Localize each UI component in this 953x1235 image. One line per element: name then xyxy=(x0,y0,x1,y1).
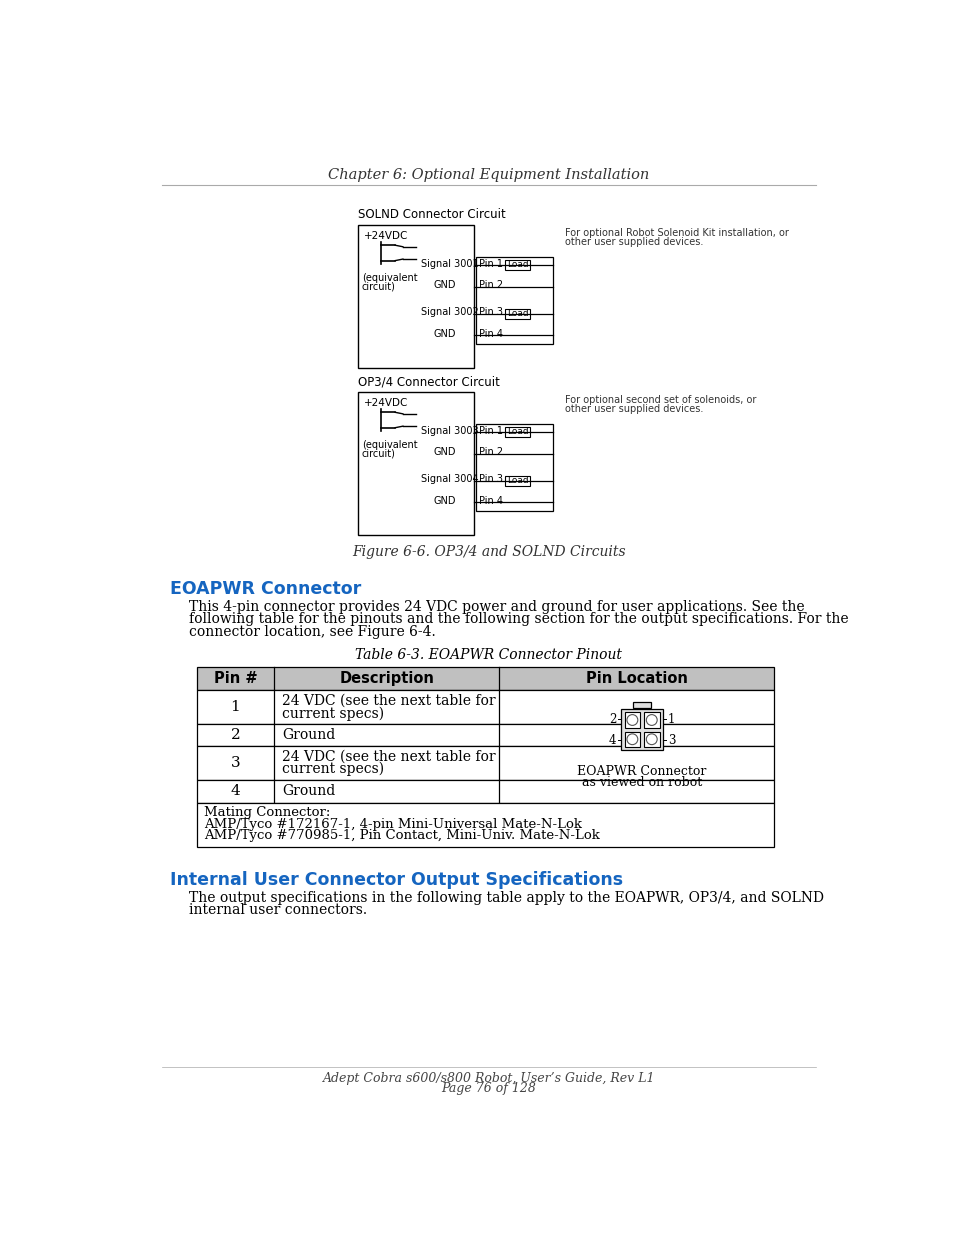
Bar xyxy=(632,703,651,709)
Text: This 4-pin connector provides 24 VDC power and ground for user applications. See: This 4-pin connector provides 24 VDC pow… xyxy=(189,600,803,614)
Bar xyxy=(196,779,773,803)
Text: 3: 3 xyxy=(667,734,675,746)
Bar xyxy=(357,393,474,535)
Text: For optional second set of solenoids, or: For optional second set of solenoids, or xyxy=(564,395,756,405)
Text: Chapter 6: Optional Equipment Installation: Chapter 6: Optional Equipment Installati… xyxy=(328,168,649,182)
Text: Pin #: Pin # xyxy=(213,672,257,687)
Bar xyxy=(624,713,639,727)
Bar xyxy=(505,261,530,270)
Text: Table 6-3. EOAPWR Connector Pinout: Table 6-3. EOAPWR Connector Pinout xyxy=(355,648,621,662)
Text: Ground: Ground xyxy=(282,784,335,798)
Text: circuit): circuit) xyxy=(361,282,395,291)
Text: Pin 1: Pin 1 xyxy=(478,258,502,269)
Text: Pin 2: Pin 2 xyxy=(478,280,502,290)
Text: EOAPWR Connector: EOAPWR Connector xyxy=(170,579,360,598)
Text: other user supplied devices.: other user supplied devices. xyxy=(564,404,702,414)
Text: Ground: Ground xyxy=(282,727,335,742)
Text: following table for the pinouts and the following section for the output specifi: following table for the pinouts and the … xyxy=(189,613,848,626)
Text: EOAPWR Connector: EOAPWR Connector xyxy=(577,764,706,778)
Text: (equivalent: (equivalent xyxy=(361,273,417,283)
Text: current specs): current specs) xyxy=(282,706,384,720)
Text: Internal User Connector Output Specifications: Internal User Connector Output Specifica… xyxy=(170,871,622,889)
Text: 3: 3 xyxy=(231,756,240,769)
Text: Signal 3001: Signal 3001 xyxy=(421,258,478,269)
Text: Load: Load xyxy=(506,475,528,485)
Text: 4: 4 xyxy=(608,734,616,746)
Text: 24 VDC (see the next table for: 24 VDC (see the next table for xyxy=(282,694,496,708)
Text: GND: GND xyxy=(434,447,456,457)
Text: 24 VDC (see the next table for: 24 VDC (see the next table for xyxy=(282,750,496,763)
Text: internal user connectors.: internal user connectors. xyxy=(189,904,367,918)
Text: AMP/Tyco #172167-1, 4-pin Mini-Universal Mate-N-Lok: AMP/Tyco #172167-1, 4-pin Mini-Universal… xyxy=(204,818,582,831)
Bar xyxy=(505,475,530,485)
Text: Signal 3004: Signal 3004 xyxy=(421,474,478,484)
Bar xyxy=(196,724,773,746)
Text: The output specifications in the following table apply to the EOAPWR, OP3/4, and: The output specifications in the followi… xyxy=(189,892,823,905)
Text: Load: Load xyxy=(506,309,528,317)
Bar xyxy=(643,731,659,747)
Text: SOLND Connector Circuit: SOLND Connector Circuit xyxy=(357,209,505,221)
Bar xyxy=(476,424,553,511)
Bar xyxy=(196,667,773,690)
Text: (equivalent: (equivalent xyxy=(361,440,417,450)
Text: GND: GND xyxy=(434,496,456,506)
Text: For optional Robot Solenoid Kit installation, or: For optional Robot Solenoid Kit installa… xyxy=(564,228,788,238)
Text: Adept Cobra s600/s800 Robot, User’s Guide, Rev L1: Adept Cobra s600/s800 Robot, User’s Guid… xyxy=(322,1072,655,1084)
Text: Signal 3003: Signal 3003 xyxy=(421,426,478,436)
Text: 2: 2 xyxy=(608,713,616,726)
Text: Mating Connector:: Mating Connector: xyxy=(204,806,331,819)
Text: OP3/4 Connector Circuit: OP3/4 Connector Circuit xyxy=(357,375,499,389)
Text: 4: 4 xyxy=(231,784,240,798)
Text: connector location, see Figure 6-4.: connector location, see Figure 6-4. xyxy=(189,625,436,638)
Text: current specs): current specs) xyxy=(282,762,384,776)
Text: Figure 6-6. OP3/4 and SOLND Circuits: Figure 6-6. OP3/4 and SOLND Circuits xyxy=(352,545,625,558)
Text: Signal 3002: Signal 3002 xyxy=(421,308,478,317)
Bar xyxy=(196,746,773,779)
Bar xyxy=(624,731,639,747)
Text: 1: 1 xyxy=(667,713,675,726)
Bar xyxy=(643,713,659,727)
Bar xyxy=(620,709,662,751)
Bar xyxy=(196,690,773,724)
Bar xyxy=(476,257,553,343)
Bar xyxy=(357,225,474,368)
Bar xyxy=(196,803,773,847)
Text: Load: Load xyxy=(506,261,528,269)
Text: as viewed on robot: as viewed on robot xyxy=(581,777,701,789)
Bar xyxy=(505,309,530,319)
Text: 1: 1 xyxy=(231,700,240,714)
Text: GND: GND xyxy=(434,329,456,338)
Text: 2: 2 xyxy=(231,727,240,742)
Text: +24VDC: +24VDC xyxy=(364,398,408,408)
Text: Pin 1: Pin 1 xyxy=(478,426,502,436)
Text: Pin 2: Pin 2 xyxy=(478,447,502,457)
Text: +24VDC: +24VDC xyxy=(364,231,408,241)
Text: GND: GND xyxy=(434,280,456,290)
Text: Pin 4: Pin 4 xyxy=(478,329,502,338)
Text: circuit): circuit) xyxy=(361,448,395,458)
Text: Pin 3: Pin 3 xyxy=(478,474,502,484)
Text: Description: Description xyxy=(339,672,434,687)
Text: other user supplied devices.: other user supplied devices. xyxy=(564,237,702,247)
Text: Pin 3: Pin 3 xyxy=(478,308,502,317)
Text: Pin Location: Pin Location xyxy=(585,672,687,687)
Text: Page 76 of 128: Page 76 of 128 xyxy=(441,1082,536,1095)
Text: Pin 4: Pin 4 xyxy=(478,496,502,506)
Bar xyxy=(505,427,530,437)
Text: Load: Load xyxy=(506,427,528,436)
Text: AMP/Tyco #770985-1, Pin Contact, Mini-Univ. Mate-N-Lok: AMP/Tyco #770985-1, Pin Contact, Mini-Un… xyxy=(204,830,599,842)
